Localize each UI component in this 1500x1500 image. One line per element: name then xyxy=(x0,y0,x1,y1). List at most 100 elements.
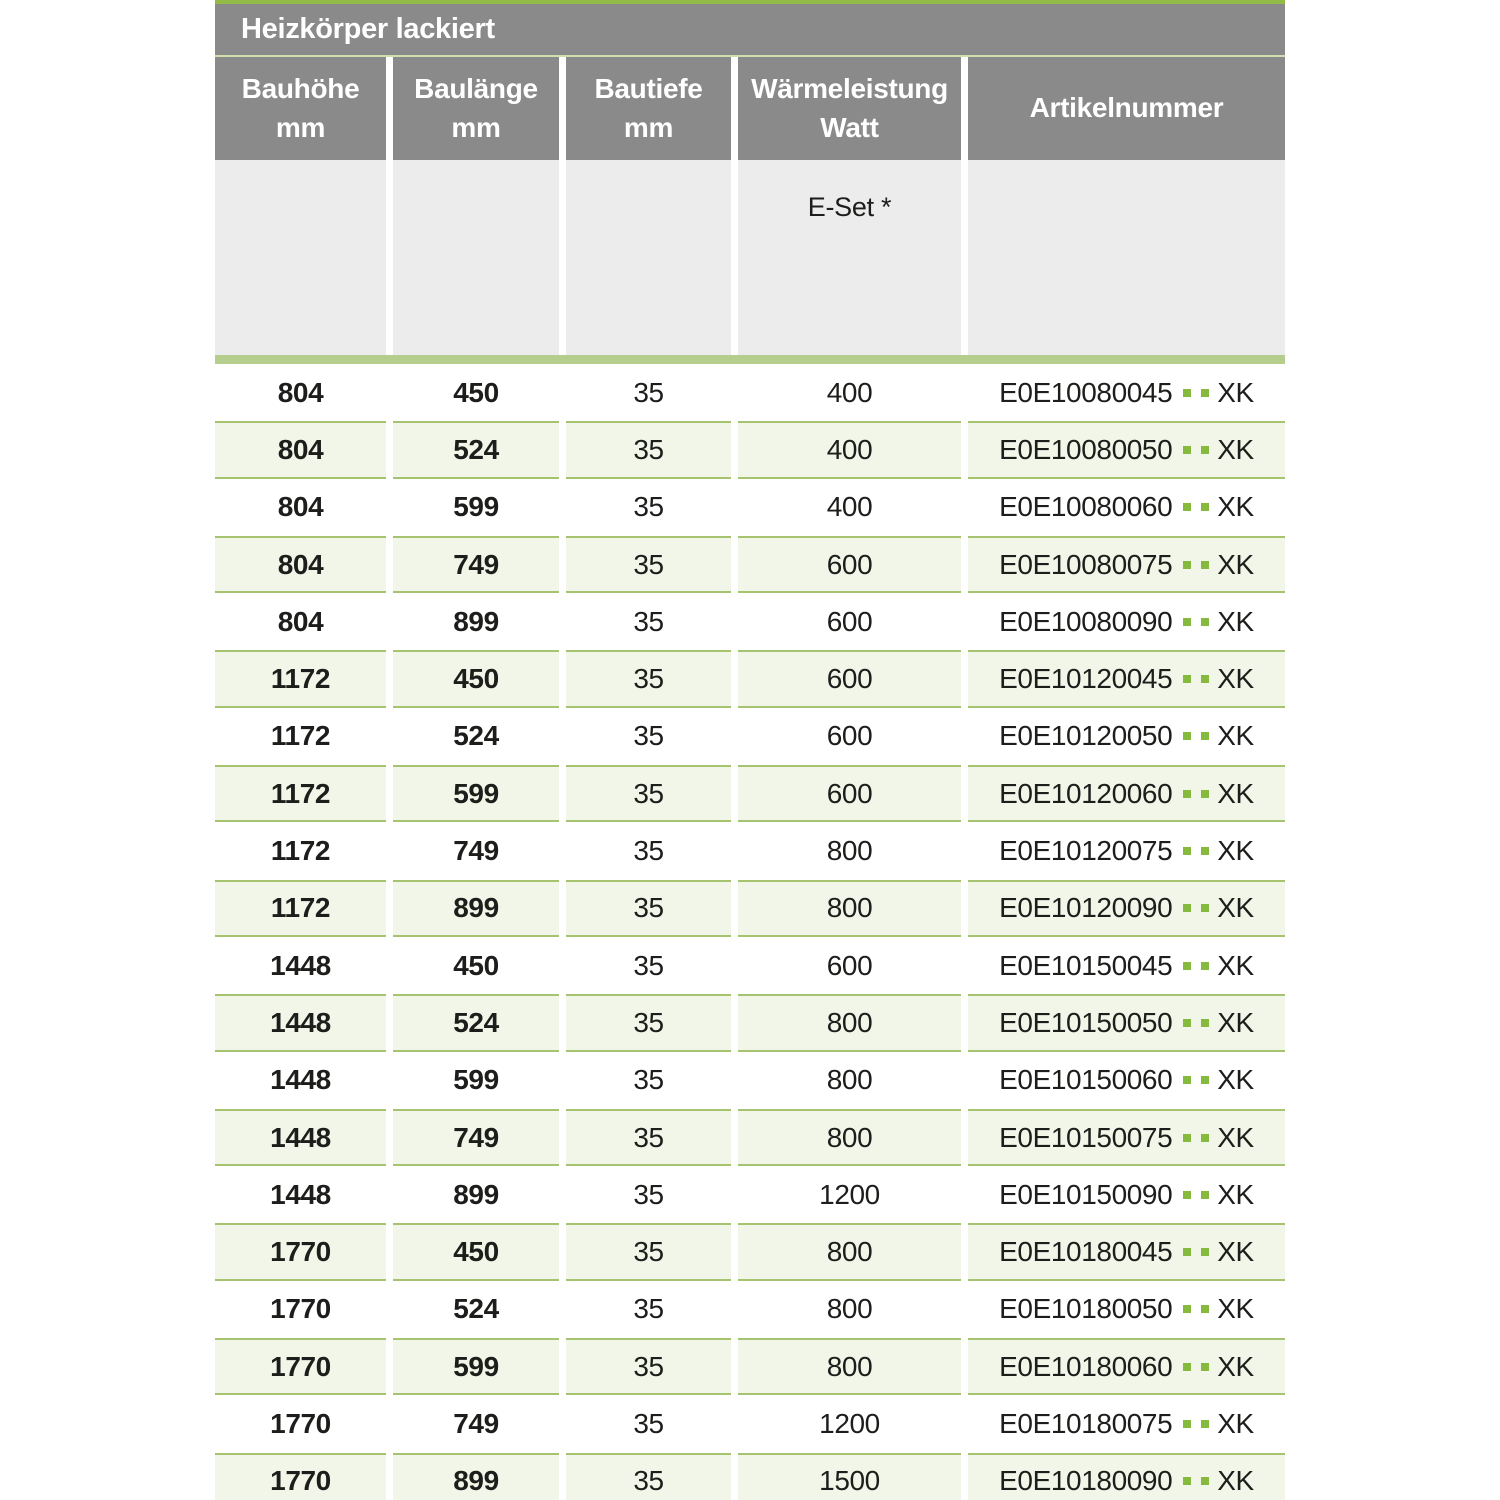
placeholder-dot-icon xyxy=(1201,617,1210,626)
column-header-unit: mm xyxy=(275,111,326,143)
column-header-label: Baulänge xyxy=(414,72,538,104)
column-header-label: Artikelnummer xyxy=(1029,92,1224,124)
cell-watt: 800 xyxy=(738,1108,961,1167)
placeholder-dot-icon xyxy=(1183,1477,1192,1486)
placeholder-dot-icon xyxy=(1183,1133,1192,1142)
cell-bauhoehe: 1770 xyxy=(270,1407,331,1439)
article-number: E0E10180045 xyxy=(999,1236,1173,1268)
column-header-baulaenge: Baulänge mm xyxy=(393,57,559,160)
cell-watt: 400 xyxy=(826,491,873,523)
cell-baulaenge: 749 xyxy=(393,535,559,594)
cell-bautiefe: 35 xyxy=(566,1338,731,1396)
article-suffix: XK xyxy=(1217,1293,1254,1325)
cell-bauhoehe: 804 xyxy=(215,535,386,594)
table-row: 1448 450 35 600 E0E10150045 XK xyxy=(215,937,1285,994)
article-number: E0E10120050 xyxy=(999,720,1173,752)
table-row: 1770 450 35 800 E0E10180045 XK xyxy=(215,1223,1285,1281)
article-suffix: XK xyxy=(1217,1121,1254,1153)
cell-bautiefe: 35 xyxy=(633,1293,664,1325)
column-header-unit: mm xyxy=(451,111,501,143)
column-header-bautiefe: Bautiefe mm xyxy=(566,57,731,160)
article-suffix: XK xyxy=(1217,949,1254,981)
placeholder-dot-icon xyxy=(1183,1362,1192,1371)
cell-artikelnummer: E0E10150045 XK xyxy=(968,937,1285,994)
cell-bauhoehe: 1770 xyxy=(215,1223,386,1281)
article-suffix: XK xyxy=(1217,663,1254,695)
sub-header-cell-baulaenge xyxy=(393,160,559,355)
placeholder-dot-icon xyxy=(1183,904,1192,913)
placeholder-dot-icon xyxy=(1183,1076,1192,1085)
cell-baulaenge: 450 xyxy=(393,1223,559,1281)
cell-bautiefe: 35 xyxy=(566,994,731,1052)
placeholder-dot-icon xyxy=(1183,1190,1192,1199)
column-header-unit: Watt xyxy=(820,111,879,143)
cell-artikelnummer: E0E10120090 XK xyxy=(968,879,1285,937)
placeholder-dot-icon xyxy=(1183,961,1192,970)
article-number: E0E10150075 xyxy=(999,1121,1173,1153)
cell-bauhoehe: 804 xyxy=(215,421,386,479)
placeholder-dot-icon xyxy=(1183,847,1192,856)
article-number: E0E10180060 xyxy=(999,1350,1173,1382)
cell-watt: 600 xyxy=(738,650,961,708)
cell-watt: 800 xyxy=(826,1064,873,1096)
placeholder-dot-icon xyxy=(1201,1248,1210,1257)
table-row: 804 749 35 600 E0E10080075 XK xyxy=(215,535,1285,594)
table-row: 1172 524 35 600 E0E10120050 XK xyxy=(215,708,1285,765)
cell-artikelnummer: E0E10080075 XK xyxy=(968,535,1285,594)
article-suffix: XK xyxy=(1217,433,1254,465)
column-header-row: Bauhöhe mm Baulänge mm Bautiefe mm Wärme… xyxy=(215,57,1285,160)
placeholder-dot-icon xyxy=(1201,1133,1210,1142)
article-number: E0E10150050 xyxy=(999,1006,1173,1038)
placeholder-dot-icon xyxy=(1183,732,1192,741)
cell-baulaenge: 749 xyxy=(453,835,499,867)
column-header-unit: mm xyxy=(623,111,674,143)
cell-watt: 800 xyxy=(826,1293,873,1325)
sub-header-cell-artikelnummer xyxy=(968,160,1285,355)
article-number: E0E10150060 xyxy=(999,1064,1173,1096)
table-row: 1172 749 35 800 E0E10120075 XK xyxy=(215,822,1285,879)
placeholder-dot-icon xyxy=(1201,1419,1210,1428)
cell-artikelnummer: E0E10080090 XK xyxy=(968,593,1285,650)
article-number: E0E10120060 xyxy=(999,777,1173,809)
cell-watt: 600 xyxy=(738,535,961,594)
cell-bautiefe: 35 xyxy=(566,1452,731,1500)
article-number: E0E10180090 xyxy=(999,1465,1173,1497)
article-suffix: XK xyxy=(1217,1465,1254,1497)
cell-baulaenge: 899 xyxy=(393,879,559,937)
table-row: 804 450 35 400 E0E10080045 XK xyxy=(215,364,1285,421)
article-number: E0E10080090 xyxy=(999,605,1173,637)
cell-bautiefe: 35 xyxy=(566,879,731,937)
table-body: 804 450 35 400 E0E10080045 XK 804 524 35 400 E0E10… xyxy=(215,364,1285,1500)
column-header-label: Bauhöhe xyxy=(241,72,360,104)
cell-watt: 600 xyxy=(826,605,873,637)
article-suffix: XK xyxy=(1217,1236,1254,1268)
table-row: 1172 599 35 600 E0E10120060 XK xyxy=(215,765,1285,823)
eset-label: E-Set * xyxy=(807,192,892,222)
article-number: E0E10080060 xyxy=(999,491,1173,523)
cell-bautiefe: 35 xyxy=(566,1108,731,1167)
cell-bauhoehe: 1770 xyxy=(215,1338,386,1396)
cell-bautiefe: 35 xyxy=(633,491,664,523)
table-row: 1770 599 35 800 E0E10180060 XK xyxy=(215,1338,1285,1396)
article-suffix: XK xyxy=(1217,720,1254,752)
cell-baulaenge: 599 xyxy=(453,1064,499,1096)
cell-bauhoehe: 1770 xyxy=(215,1452,386,1500)
placeholder-dot-icon xyxy=(1201,732,1210,741)
article-suffix: XK xyxy=(1217,1006,1254,1038)
placeholder-dot-icon xyxy=(1183,560,1192,569)
placeholder-dot-icon xyxy=(1201,1477,1210,1486)
cell-bauhoehe: 1172 xyxy=(270,835,331,867)
article-suffix: XK xyxy=(1217,1407,1254,1439)
cell-watt: 800 xyxy=(738,1223,961,1281)
placeholder-dot-icon xyxy=(1201,388,1210,397)
column-header-label: Wärmeleistung xyxy=(751,72,948,104)
placeholder-dot-icon xyxy=(1201,904,1210,913)
cell-watt: 1200 xyxy=(819,1178,880,1210)
article-number: E0E10180075 xyxy=(999,1407,1173,1439)
article-suffix: XK xyxy=(1217,777,1254,809)
sub-header-row: E-Set * xyxy=(215,160,1285,355)
placeholder-dot-icon xyxy=(1183,675,1192,684)
cell-baulaenge: 899 xyxy=(453,605,499,637)
cell-baulaenge: 599 xyxy=(453,491,499,523)
placeholder-dot-icon xyxy=(1201,503,1210,512)
